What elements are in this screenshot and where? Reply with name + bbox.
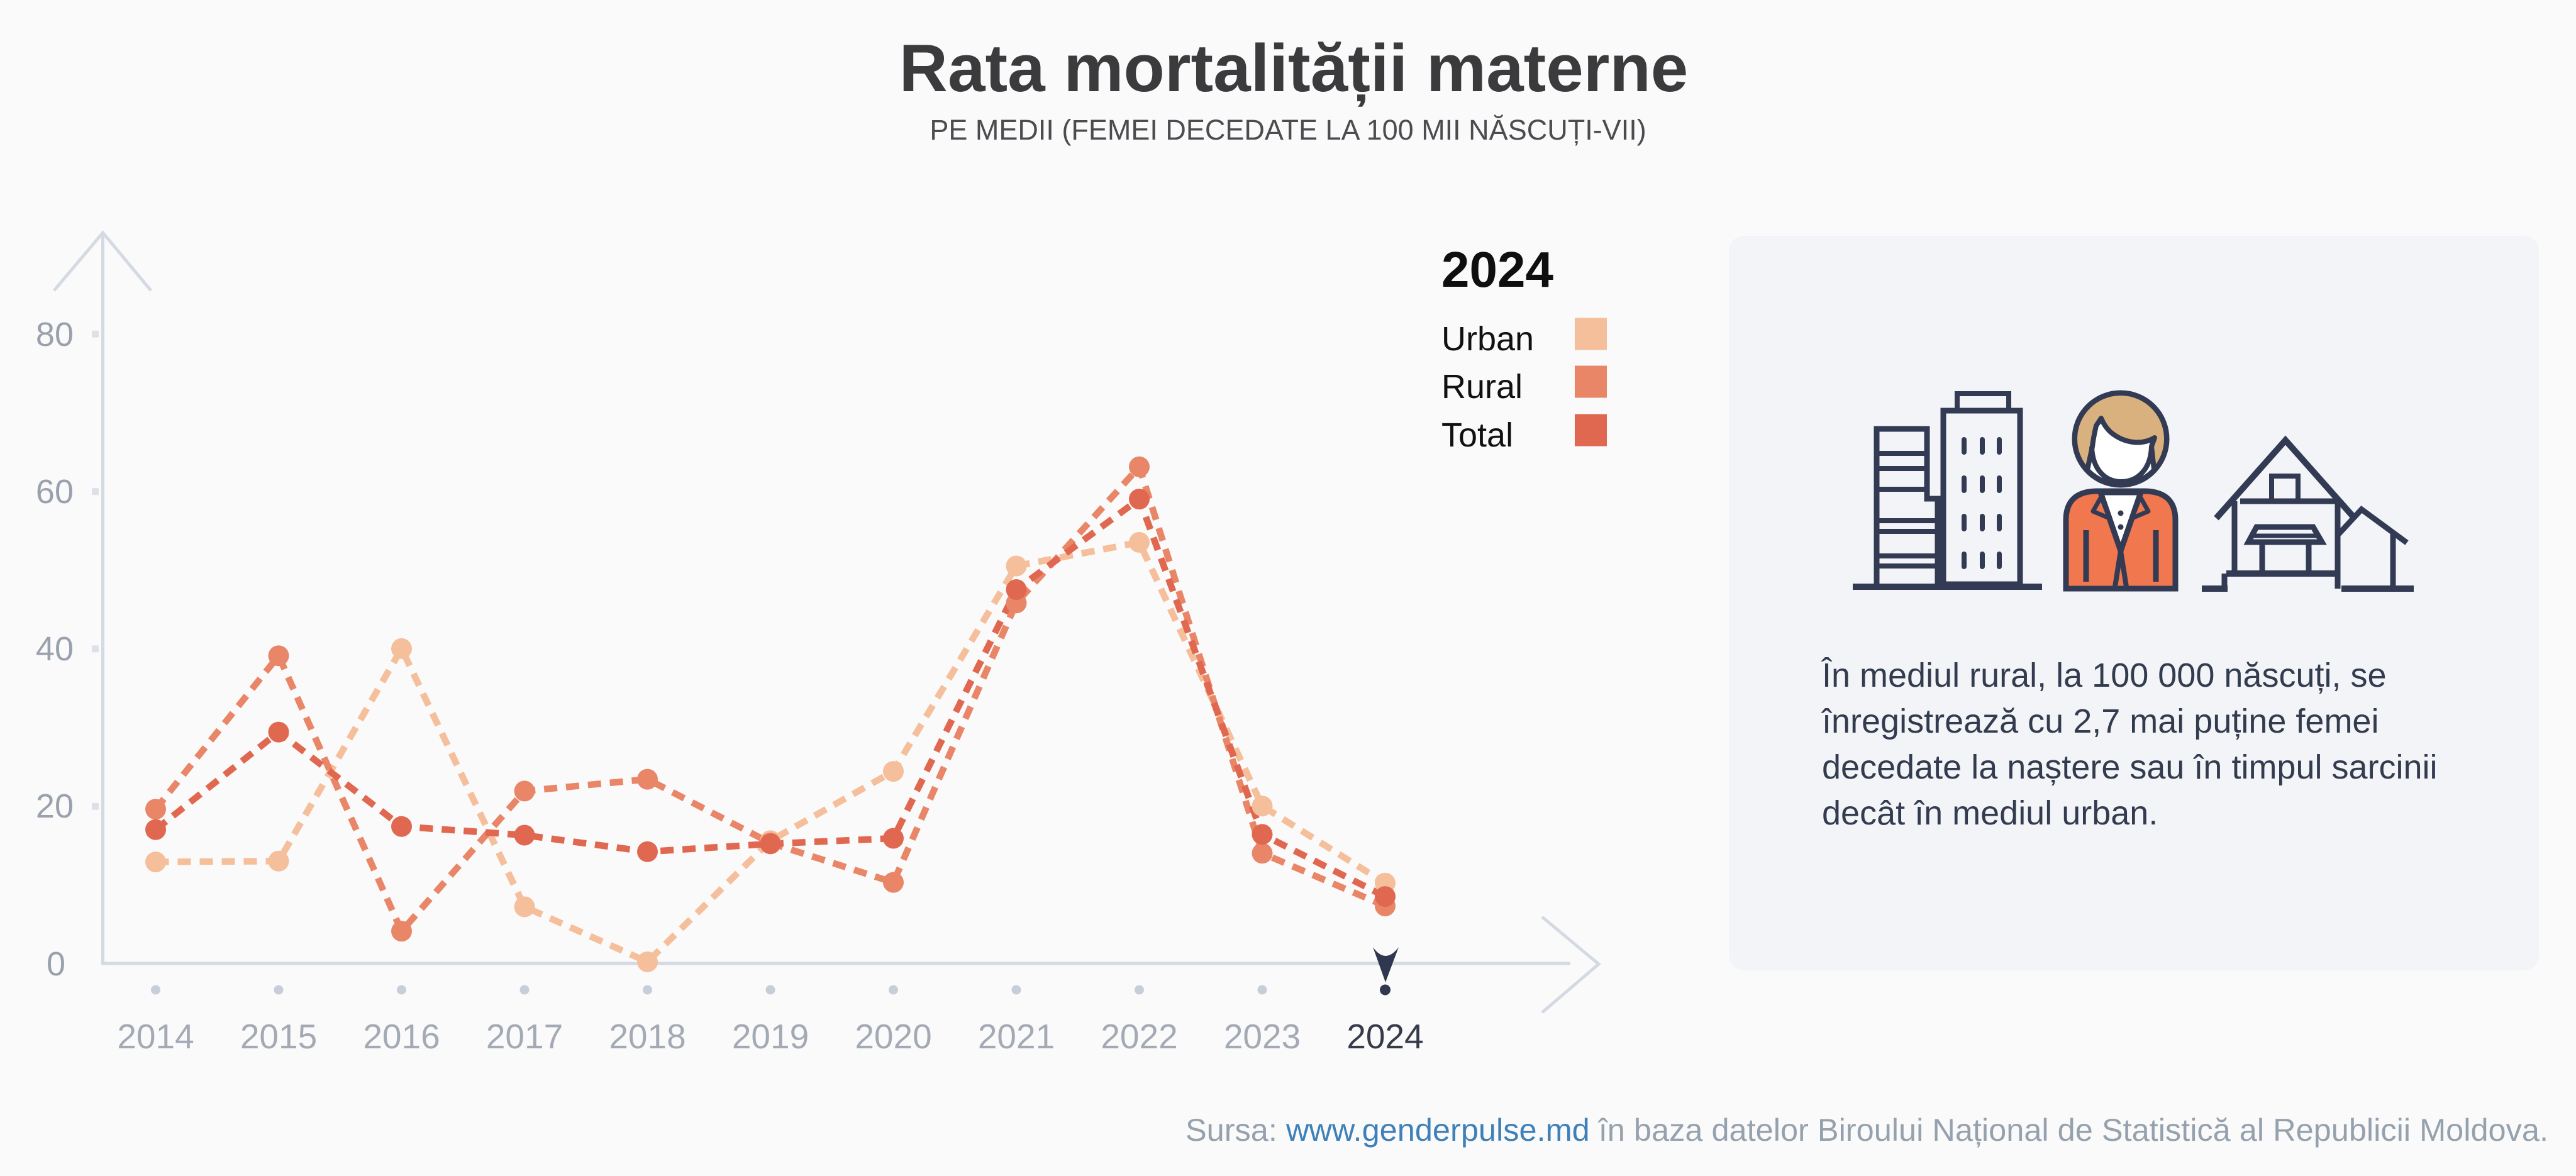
svg-text:2016: 2016 (363, 1017, 440, 1056)
svg-text:2021: 2021 (978, 1017, 1055, 1056)
svg-text:Rural: Rural (1441, 368, 1523, 406)
svg-text:În mediul rural, la 100 000 nă: În mediul rural, la 100 000 născuți, se (1821, 657, 2387, 694)
svg-text:20: 20 (36, 787, 74, 825)
svg-text:60: 60 (36, 473, 74, 511)
svg-text:2015: 2015 (240, 1017, 317, 1056)
svg-text:decât în mediul urban.: decât în mediul urban. (1822, 794, 2158, 832)
svg-text:2017: 2017 (486, 1017, 563, 1056)
svg-text:2018: 2018 (609, 1017, 686, 1056)
svg-text:2024: 2024 (1346, 1017, 1423, 1056)
svg-text:PE MEDII (FEMEI DECEDATE LA 10: PE MEDII (FEMEI DECEDATE LA 100 MII NĂSC… (930, 114, 1646, 146)
svg-text:2014: 2014 (117, 1017, 194, 1056)
svg-text:Rata mortalității materne: Rata mortalității materne (899, 30, 1689, 107)
svg-text:80: 80 (36, 316, 74, 353)
svg-text:0: 0 (47, 945, 65, 983)
svg-text:decedate la naștere sau în tim: decedate la naștere sau în timpul sarcin… (1822, 748, 2438, 786)
svg-text:înregistrează cu 2,7 mai puțin: înregistrează cu 2,7 mai puține femei (1821, 702, 2379, 740)
svg-text:Total: Total (1441, 416, 1513, 454)
svg-text:Sursa: www.genderpulse.md în b: Sursa: www.genderpulse.md în baza datelo… (1185, 1112, 2548, 1148)
svg-text:40: 40 (36, 630, 74, 668)
svg-text:2020: 2020 (855, 1017, 931, 1056)
svg-text:Urban: Urban (1441, 320, 1534, 358)
svg-text:2024: 2024 (1441, 241, 1553, 297)
svg-text:2022: 2022 (1101, 1017, 1177, 1056)
svg-text:2023: 2023 (1224, 1017, 1301, 1056)
svg-text:2019: 2019 (732, 1017, 809, 1056)
